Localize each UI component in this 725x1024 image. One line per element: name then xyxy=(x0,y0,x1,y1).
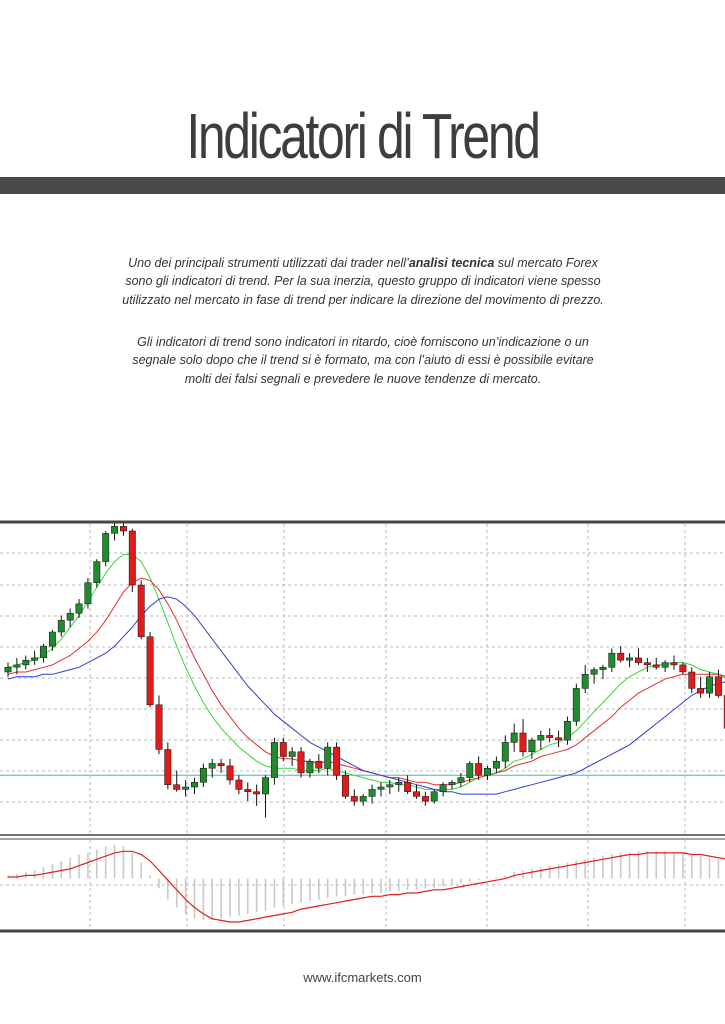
moving-average-line-medium xyxy=(7,577,725,786)
candle-body xyxy=(643,662,651,666)
candle-body xyxy=(652,664,660,668)
candle-body xyxy=(679,664,687,673)
candle-body xyxy=(146,636,154,706)
candle-body xyxy=(413,791,420,797)
candle-body xyxy=(359,796,367,802)
moving-average-line-fast xyxy=(7,554,725,790)
candle-body xyxy=(191,782,198,788)
intro-text-part: sul mercato Forex sono gli indicatori di… xyxy=(122,256,604,307)
candle-body xyxy=(421,796,429,802)
candle-body xyxy=(635,657,642,663)
candle-body xyxy=(555,737,563,741)
oscillator-signal-line xyxy=(8,850,725,923)
page-title: Indicatori di Trend xyxy=(186,100,541,172)
candle-body xyxy=(448,782,456,785)
candle-body xyxy=(466,763,474,778)
candle-body xyxy=(377,786,385,790)
candle-body xyxy=(288,751,296,757)
moving-average-line-slow xyxy=(7,596,725,795)
candle-body xyxy=(262,777,269,795)
candle-body xyxy=(386,784,394,788)
candle-body xyxy=(546,735,554,738)
candle-body xyxy=(84,582,92,605)
candle-body xyxy=(40,645,47,659)
candle-body xyxy=(270,742,278,778)
candle-body xyxy=(510,732,518,743)
candle-body xyxy=(315,760,323,769)
candle-body xyxy=(279,742,287,757)
candle-body xyxy=(528,739,536,753)
candle-body xyxy=(457,777,465,783)
candle-body xyxy=(439,784,447,792)
candle-body xyxy=(617,652,625,661)
candle-body xyxy=(66,612,74,621)
footer-url: www.ifcmarkets.com xyxy=(303,970,422,985)
candle-body xyxy=(688,671,696,689)
candle-body xyxy=(608,652,616,668)
candle-body xyxy=(173,784,181,790)
candle-body xyxy=(22,659,30,666)
candle-body xyxy=(706,676,713,694)
candle-body xyxy=(563,721,571,741)
candle-body xyxy=(501,742,509,762)
candle-body xyxy=(661,662,669,668)
candle-body xyxy=(306,760,314,774)
candle-body xyxy=(697,688,705,694)
candle-body xyxy=(235,779,243,790)
candle-body xyxy=(4,667,12,673)
intro-text-part: Uno dei principali strumenti utilizzati … xyxy=(128,256,409,270)
candle-body xyxy=(199,767,207,783)
candle-body xyxy=(670,662,678,666)
candle-body xyxy=(253,791,261,795)
candle-body xyxy=(572,688,580,722)
candle-body xyxy=(395,782,403,785)
candle-body xyxy=(111,526,119,534)
candle-body xyxy=(48,631,56,647)
candle-body xyxy=(599,667,607,670)
candle-body xyxy=(492,760,500,769)
intro-paragraph-2: Gli indicatori di trend sono indicatori … xyxy=(132,335,594,386)
candle-body xyxy=(519,732,527,753)
candle-body xyxy=(226,765,234,781)
candle-body xyxy=(475,763,483,776)
trend-chart xyxy=(0,520,725,933)
candle-body xyxy=(164,749,172,785)
candle-body xyxy=(297,751,305,774)
candle-body xyxy=(324,746,332,769)
candle-body xyxy=(244,789,252,792)
title-divider-bar xyxy=(0,177,725,194)
candle-body xyxy=(208,763,216,769)
candle-body xyxy=(537,735,545,741)
candle-body xyxy=(484,767,491,776)
candle-body xyxy=(590,669,598,675)
candle-body xyxy=(57,620,65,633)
candle-body xyxy=(31,657,39,661)
intro-paragraph-1: Uno dei principali strumenti utilizzati … xyxy=(118,254,608,309)
candle-body xyxy=(430,791,438,802)
candle-body xyxy=(13,664,21,668)
candle-body xyxy=(137,584,145,638)
candle-body xyxy=(350,796,358,802)
candle-body xyxy=(182,786,190,790)
candle-body xyxy=(93,561,101,583)
candle-body xyxy=(714,676,722,696)
candle-body xyxy=(75,603,83,614)
candle-body xyxy=(155,704,163,750)
candle-body xyxy=(404,782,412,792)
candle-body xyxy=(341,775,349,797)
candle-body xyxy=(128,530,136,586)
candle-body xyxy=(102,533,110,562)
candle-body xyxy=(368,789,376,797)
candle-body xyxy=(581,674,589,689)
candle-body xyxy=(626,657,634,661)
candle-body xyxy=(333,746,341,776)
candle-body xyxy=(119,526,127,532)
candle-body xyxy=(217,763,225,767)
analisi-tecnica-emphasis: analisi tecnica xyxy=(408,256,495,270)
